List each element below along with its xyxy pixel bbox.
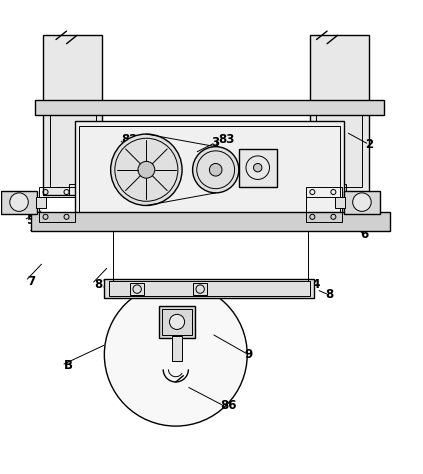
Circle shape (192, 146, 239, 193)
Circle shape (104, 283, 247, 426)
Bar (162, 309, 192, 335)
Text: 7: 7 (27, 274, 36, 288)
Bar (69, 184, 79, 195)
Text: 81: 81 (94, 278, 110, 291)
Text: 8: 8 (325, 289, 333, 301)
Text: 85: 85 (239, 289, 255, 301)
Text: 1: 1 (357, 191, 365, 203)
Text: 2: 2 (365, 138, 373, 151)
Text: 4: 4 (354, 208, 363, 220)
Bar (75, 121, 344, 216)
Bar (312, 100, 363, 102)
Text: 3: 3 (212, 136, 220, 149)
Text: B: B (63, 359, 73, 372)
Text: 84: 84 (304, 278, 321, 291)
Bar (129, 283, 144, 295)
Bar (79, 126, 340, 212)
Bar (239, 149, 277, 187)
Bar (306, 187, 342, 222)
Circle shape (138, 161, 155, 178)
Bar (310, 35, 369, 102)
Bar (50, 111, 96, 187)
Bar (335, 197, 345, 208)
Circle shape (353, 193, 371, 211)
Circle shape (253, 164, 262, 172)
Bar (1, 191, 37, 214)
Circle shape (111, 134, 182, 206)
Bar (159, 306, 195, 338)
Bar (192, 283, 207, 295)
Text: 82: 82 (121, 133, 137, 146)
Bar (44, 102, 102, 195)
Bar (316, 111, 362, 187)
Text: 5: 5 (26, 214, 34, 227)
Bar (104, 279, 314, 298)
Circle shape (10, 193, 28, 211)
Bar (39, 187, 75, 222)
Bar (335, 184, 346, 195)
Text: 86: 86 (220, 400, 236, 412)
Bar (35, 100, 384, 115)
Bar (36, 197, 47, 208)
Bar (172, 336, 182, 361)
Circle shape (170, 314, 184, 329)
Text: 83: 83 (218, 133, 234, 146)
Text: 6: 6 (361, 228, 369, 241)
Bar (50, 100, 96, 102)
Text: 9: 9 (244, 348, 253, 361)
Circle shape (209, 164, 222, 176)
Bar (31, 212, 390, 231)
Bar (310, 102, 369, 195)
Bar (44, 35, 102, 102)
Bar (344, 191, 379, 214)
Bar (109, 281, 310, 296)
